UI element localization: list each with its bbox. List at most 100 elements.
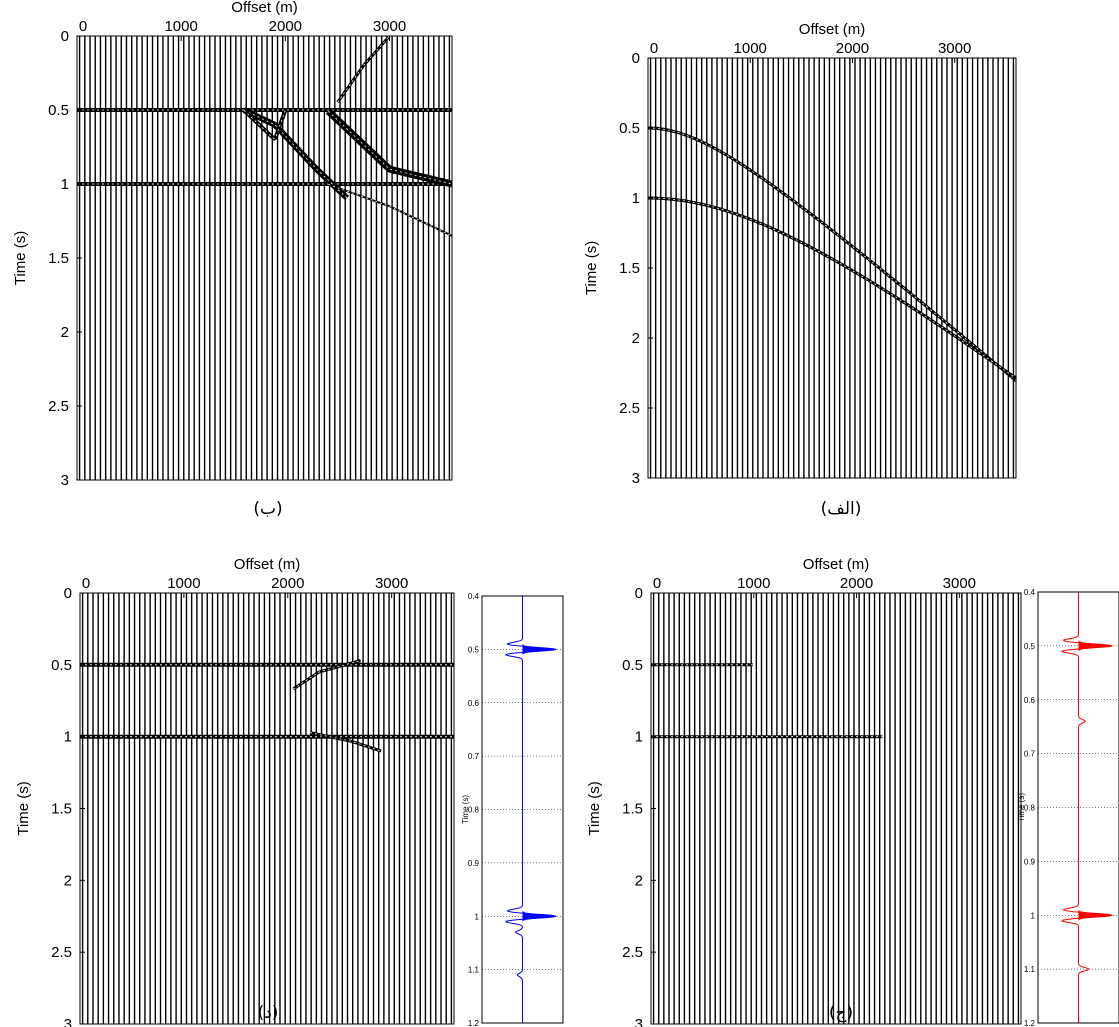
y-tick-label: 0.5 <box>48 102 69 119</box>
y-tick-label: 1.2 <box>1024 1019 1036 1027</box>
y-tick-label: 1 <box>1031 911 1036 920</box>
event-residual-a <box>292 659 361 691</box>
y-tick-label: 2.5 <box>622 944 643 961</box>
panel-caption: (ب) <box>253 499 282 519</box>
event-highlight <box>243 109 286 140</box>
filled-lobe <box>1078 640 1113 652</box>
y-tick-label: 3 <box>635 1016 643 1027</box>
plot-frame <box>481 595 564 1024</box>
y-tick-label: 3 <box>61 472 69 489</box>
y-axis-title: Time (s) <box>12 231 29 285</box>
y-tick-label: 0.8 <box>468 806 480 815</box>
y-tick-label: 0 <box>61 28 69 45</box>
event-highlight <box>648 197 1017 379</box>
event-highlight <box>648 127 1017 381</box>
y-tick-label: 0.8 <box>1024 804 1036 813</box>
x-tick-label: 3000 <box>375 575 408 592</box>
plot-frame <box>1037 591 1119 1024</box>
event-dip-a <box>242 107 350 201</box>
x-tick-label: 0 <box>653 575 661 592</box>
event-diffraction-top <box>336 36 390 104</box>
trace-red: 0.4 0.5 0.6 0.7 0.8 0.9 1 1.1 1.2 Time (s) <box>1017 588 1119 1027</box>
x-tick-label: 0 <box>650 40 658 57</box>
y-tick-label: 1.1 <box>1024 965 1036 974</box>
x-axis-title: Offset (m) <box>234 556 300 573</box>
x-tick-label: 1000 <box>737 575 770 592</box>
y-tick-label: 2 <box>632 330 640 347</box>
y-tick-label: 1 <box>64 729 72 746</box>
panel-caption: (الف) <box>821 499 862 519</box>
y-tick-label: 1 <box>61 176 69 193</box>
x-tick-label: 3000 <box>938 40 971 57</box>
trace-curve <box>505 596 557 1023</box>
panel-alef: 0 1000 2000 3000 0 0.5 1 1.5 2 2.5 3 Offset (m) Time… <box>583 21 1017 519</box>
x-tick-label: 3000 <box>373 18 406 35</box>
y-tick-label: 2.5 <box>619 400 640 417</box>
y-axis-title: Time (s) <box>15 781 32 835</box>
x-tick-label: 1000 <box>734 40 767 57</box>
panel-jim: 0 1000 2000 3000 0 0.5 1 1.5 2 2.5 3 Offset (m) Time… <box>586 556 1022 1027</box>
x-axis-title: Offset (m) <box>231 0 297 16</box>
y-tick-label: 1.5 <box>51 801 72 818</box>
y-tick-label: 0.4 <box>1024 588 1036 597</box>
y-tick-label: 1 <box>475 912 480 921</box>
y-tick-label: 0.9 <box>468 859 480 868</box>
x-tick-label: 0 <box>79 18 87 35</box>
x-axis-title: Offset (m) <box>803 556 869 573</box>
panel-dal: 0 1000 2000 3000 0 0.5 1 1.5 2 2.5 3 Offset (m) Time… <box>15 556 455 1027</box>
panel-caption: (د) <box>258 1003 279 1023</box>
y-tick-label: 0.4 <box>468 592 480 601</box>
filled-lobe <box>522 644 557 655</box>
filled-lobe <box>522 910 557 922</box>
filled-lobe <box>1078 909 1113 921</box>
y-tick-label: 1.2 <box>468 1019 480 1027</box>
y-tick-label: 0.5 <box>622 657 643 674</box>
y-tick-label: 0 <box>64 585 72 602</box>
y-tick-label: 0.5 <box>468 645 480 654</box>
x-tick-label: 0 <box>82 575 90 592</box>
y-tick-label: 3 <box>632 470 640 487</box>
y-tick-label: 1 <box>635 729 643 746</box>
x-tick-label: 2000 <box>836 40 869 57</box>
panel-caption: (ج) <box>829 1003 853 1023</box>
event-highlight <box>328 184 453 237</box>
event-highlight <box>309 732 382 752</box>
y-axis-title: Time (s) <box>583 241 600 295</box>
y-tick-label: 0.6 <box>1024 696 1036 705</box>
y-tick-label: 1 <box>632 190 640 207</box>
y-tick-label: 0 <box>635 585 643 602</box>
y-tick-label: 0.5 <box>51 657 72 674</box>
trace-curve <box>1061 592 1113 1023</box>
y-tick-label: 1.5 <box>48 250 69 267</box>
y-tick-label: 0.7 <box>468 752 480 761</box>
panel-b: 0 1000 2000 3000 0 0.5 1 1.5 2 2.5 3 Offset (m) Time… <box>12 0 454 519</box>
trace-blue: 0.4 0.5 0.6 0.7 0.8 0.9 1 1.1 1.2 Time (s) <box>461 592 564 1027</box>
y-tick-label: 0.6 <box>468 699 480 708</box>
y-axis-title: Time (s) <box>1017 793 1026 822</box>
x-tick-label: 1000 <box>167 575 200 592</box>
x-axis-title: Offset (m) <box>799 21 865 38</box>
y-tick-label: 2 <box>61 324 69 341</box>
y-tick-label: 2.5 <box>48 398 69 415</box>
event-dip-b <box>325 108 454 188</box>
y-tick-label: 0.9 <box>1024 857 1036 866</box>
y-tick-label: 2.5 <box>51 944 72 961</box>
y-tick-label: 3 <box>64 1016 72 1027</box>
x-tick-label: 2000 <box>269 18 302 35</box>
y-tick-label: 2 <box>64 872 72 889</box>
x-tick-label: 1000 <box>164 18 197 35</box>
x-tick-label: 2000 <box>271 575 304 592</box>
y-tick-label: 0.5 <box>1024 642 1036 651</box>
y-tick-label: 1.5 <box>622 801 643 818</box>
x-tick-label: 3000 <box>943 575 976 592</box>
y-axis-title: Time (s) <box>586 781 603 835</box>
y-tick-label: 2 <box>635 872 643 889</box>
y-tick-label: 0 <box>632 50 640 67</box>
y-tick-label: 1.1 <box>468 966 480 975</box>
y-tick-label: 0.5 <box>619 120 640 137</box>
x-tick-label: 2000 <box>840 575 873 592</box>
trace-lines <box>649 58 1015 478</box>
y-tick-label: 1.5 <box>619 260 640 277</box>
y-axis-title: Time (s) <box>461 795 470 824</box>
y-tick-label: 0.7 <box>1024 750 1036 759</box>
